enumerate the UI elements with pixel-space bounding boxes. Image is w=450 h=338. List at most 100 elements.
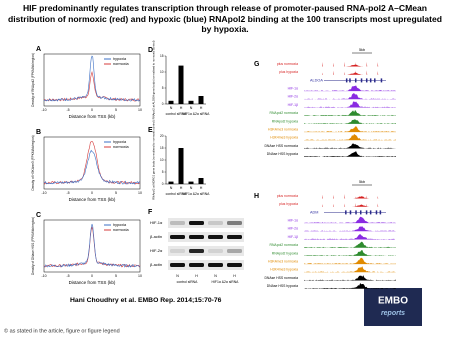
group-label: control siRNA — [177, 280, 198, 284]
panel-letter: F — [148, 209, 153, 216]
signal-track — [304, 119, 396, 124]
blot-band — [189, 235, 204, 239]
exon — [345, 78, 348, 83]
exon — [345, 210, 347, 215]
exon — [369, 210, 372, 215]
exon — [360, 78, 363, 83]
blot-strip — [168, 218, 244, 228]
track-label: HIF-1β — [288, 235, 298, 239]
exon — [375, 210, 378, 215]
profile-curve — [43, 226, 141, 268]
blot-strip — [168, 232, 244, 242]
x-tick-label: 5 — [115, 108, 117, 112]
signal-track — [304, 234, 396, 240]
group-label: control siRNA — [166, 112, 187, 116]
y-tick-label: 5 — [162, 86, 164, 90]
exon — [369, 78, 372, 83]
track-label: DNAse HSS hypoxia — [267, 152, 298, 156]
x-tick-label: 5 — [115, 191, 117, 195]
signal-track — [304, 202, 396, 207]
panel-letter: G — [254, 61, 260, 68]
logo-text: reports — [381, 310, 405, 317]
signal-track — [304, 85, 396, 92]
y-tick-label: 15 — [160, 146, 164, 150]
track-label: H3K4me3 hypoxia — [270, 136, 298, 140]
x-tick-label: N — [190, 106, 193, 110]
blot-band — [208, 249, 223, 253]
slide-title: HIF predominantly regulates transcriptio… — [7, 3, 443, 34]
group-label: HIF1α &2α siRNA — [183, 192, 211, 196]
blot-band — [189, 221, 204, 225]
signal-track — [304, 93, 396, 100]
blot-strip — [168, 260, 244, 270]
x-tick-label: N — [170, 186, 173, 190]
citation: Hani Choudhry et al. EMBO Rep. 2014;15:7… — [70, 297, 222, 304]
blot-band — [170, 249, 185, 253]
y-axis-label: RNApol2 at ALDOA gene body (normalised t… — [152, 41, 156, 120]
x-tick-label: H — [200, 106, 203, 110]
exon — [349, 78, 351, 83]
blot-row-label: HIF-1α — [150, 220, 163, 225]
x-tick-label: 10 — [138, 191, 142, 195]
exon — [374, 78, 376, 83]
exon — [379, 210, 382, 215]
x-tick-label: 0 — [91, 274, 93, 278]
logo-text: EMBO — [378, 296, 408, 307]
signal-track — [304, 283, 396, 289]
signal-track — [304, 109, 396, 116]
x-tick-label: H — [180, 186, 183, 190]
signal-track — [304, 143, 396, 149]
y-tick-label: 0 — [162, 102, 164, 106]
legend-label: hypoxia — [113, 57, 127, 61]
y-tick-label: 5 — [162, 170, 164, 174]
y-tick-label: 15 — [160, 54, 164, 58]
track-label: HIF-1α — [288, 86, 298, 90]
signal-track — [304, 250, 396, 256]
lane-label: N — [214, 274, 217, 278]
exon — [365, 78, 368, 83]
blot-band — [170, 235, 185, 239]
signal-track — [304, 266, 396, 273]
track-label: DNAse HSS normoxia — [264, 144, 298, 148]
track-label: DNAse HSS normoxia — [264, 276, 298, 280]
track-label: DNAse HSS hypoxia — [267, 284, 298, 288]
panel-letter: D — [148, 47, 153, 54]
scale-label: 5kb — [359, 48, 365, 52]
x-tick-label: 10 — [138, 274, 142, 278]
track-label: H3K4me3 normoxia — [268, 259, 298, 263]
y-tick-label: 20 — [160, 134, 164, 138]
track-label: plus normoxia — [277, 62, 298, 66]
profile-curve — [43, 55, 141, 102]
blot-row-label: HIF-2α — [150, 248, 163, 253]
blot-row-label: β-actin — [150, 262, 162, 267]
signal-track — [304, 193, 396, 199]
signal-track — [304, 101, 396, 108]
x-axis-label: Distance from TSS (kb) — [69, 280, 116, 285]
x-tick-label: -5 — [66, 191, 69, 195]
x-tick-label: H — [200, 186, 203, 190]
track-label: RNApol2 normoxia — [270, 111, 299, 115]
group-label: HIF1α &2α siRNA — [212, 280, 240, 284]
x-tick-label: -10 — [41, 191, 46, 195]
exon — [355, 210, 357, 215]
blot-band — [227, 235, 242, 239]
bar — [188, 100, 194, 104]
panel-letter: A — [36, 46, 41, 53]
group-label: HIF1α &2α siRNA — [183, 112, 211, 116]
track-label: RNApol2 normoxia — [270, 243, 299, 247]
x-tick-label: 0 — [91, 108, 93, 112]
track-label: H3K4me3 hypoxia — [270, 268, 298, 272]
blot-band — [227, 263, 242, 267]
profile-curve — [44, 149, 141, 185]
group-label: control siRNA — [166, 192, 187, 196]
x-axis-label: Distance from TSS (kb) — [69, 197, 116, 202]
scale-label: 5kb — [359, 180, 365, 184]
profile-curve — [43, 70, 141, 102]
panel-letter: H — [254, 193, 259, 200]
gene-label: ALDOA — [310, 78, 323, 82]
lane-label: N — [176, 274, 179, 278]
track-label: HIF-2α — [288, 95, 298, 99]
panel-letter: E — [148, 127, 153, 134]
